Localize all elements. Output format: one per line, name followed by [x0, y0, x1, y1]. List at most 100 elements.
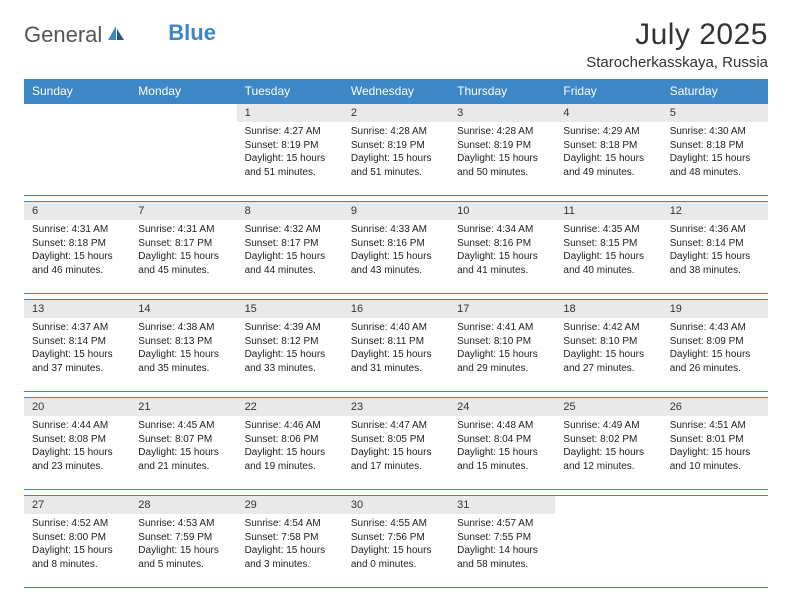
calendar-day-cell: 23Sunrise: 4:47 AMSunset: 8:05 PMDayligh…: [343, 398, 449, 490]
daylight-text: Daylight: 15 hours and 26 minutes.: [670, 348, 760, 375]
daylight-text: Daylight: 15 hours and 35 minutes.: [138, 348, 228, 375]
day-details: Sunrise: 4:28 AMSunset: 8:19 PMDaylight:…: [343, 122, 449, 185]
day-number: 2: [343, 104, 449, 122]
day-number: 26: [662, 398, 768, 416]
calendar-week-row: 27Sunrise: 4:52 AMSunset: 8:00 PMDayligh…: [24, 496, 768, 588]
calendar-day-cell: 29Sunrise: 4:54 AMSunset: 7:58 PMDayligh…: [237, 496, 343, 588]
day-number: 30: [343, 496, 449, 514]
day-number: 12: [662, 202, 768, 220]
daylight-text: Daylight: 15 hours and 40 minutes.: [563, 250, 653, 277]
day-details: Sunrise: 4:48 AMSunset: 8:04 PMDaylight:…: [449, 416, 555, 479]
calendar-day-cell: 3Sunrise: 4:28 AMSunset: 8:19 PMDaylight…: [449, 104, 555, 196]
sunset-text: Sunset: 8:12 PM: [245, 335, 335, 349]
sunset-text: Sunset: 8:04 PM: [457, 433, 547, 447]
calendar-day-cell: 21Sunrise: 4:45 AMSunset: 8:07 PMDayligh…: [130, 398, 236, 490]
calendar-day-cell: 8Sunrise: 4:32 AMSunset: 8:17 PMDaylight…: [237, 202, 343, 294]
sunset-text: Sunset: 7:58 PM: [245, 531, 335, 545]
day-number: 29: [237, 496, 343, 514]
day-details: Sunrise: 4:29 AMSunset: 8:18 PMDaylight:…: [555, 122, 661, 185]
calendar-day-cell: 19Sunrise: 4:43 AMSunset: 8:09 PMDayligh…: [662, 300, 768, 392]
daylight-text: Daylight: 15 hours and 50 minutes.: [457, 152, 547, 179]
sunrise-text: Sunrise: 4:34 AM: [457, 223, 547, 237]
sunset-text: Sunset: 8:10 PM: [563, 335, 653, 349]
sunset-text: Sunset: 8:08 PM: [32, 433, 122, 447]
day-number: 27: [24, 496, 130, 514]
sunset-text: Sunset: 8:16 PM: [351, 237, 441, 251]
day-number: 10: [449, 202, 555, 220]
day-number: 8: [237, 202, 343, 220]
day-details: Sunrise: 4:49 AMSunset: 8:02 PMDaylight:…: [555, 416, 661, 479]
sunset-text: Sunset: 8:09 PM: [670, 335, 760, 349]
day-details: Sunrise: 4:30 AMSunset: 8:18 PMDaylight:…: [662, 122, 768, 185]
calendar-week-row: 6Sunrise: 4:31 AMSunset: 8:18 PMDaylight…: [24, 202, 768, 294]
sunset-text: Sunset: 8:11 PM: [351, 335, 441, 349]
day-number: 3: [449, 104, 555, 122]
header: General Blue July 2025 Starocherkasskaya…: [24, 18, 768, 71]
calendar-day-cell: 20Sunrise: 4:44 AMSunset: 8:08 PMDayligh…: [24, 398, 130, 490]
sunrise-text: Sunrise: 4:28 AM: [351, 125, 441, 139]
daylight-text: Daylight: 15 hours and 5 minutes.: [138, 544, 228, 571]
day-number: 18: [555, 300, 661, 318]
sunrise-text: Sunrise: 4:43 AM: [670, 321, 760, 335]
calendar-day-cell: 4Sunrise: 4:29 AMSunset: 8:18 PMDaylight…: [555, 104, 661, 196]
sunrise-text: Sunrise: 4:36 AM: [670, 223, 760, 237]
day-details: Sunrise: 4:28 AMSunset: 8:19 PMDaylight:…: [449, 122, 555, 185]
day-number: 9: [343, 202, 449, 220]
day-details: Sunrise: 4:53 AMSunset: 7:59 PMDaylight:…: [130, 514, 236, 577]
calendar-day-cell: 27Sunrise: 4:52 AMSunset: 8:00 PMDayligh…: [24, 496, 130, 588]
sunset-text: Sunset: 8:15 PM: [563, 237, 653, 251]
day-number: 19: [662, 300, 768, 318]
sunset-text: Sunset: 8:05 PM: [351, 433, 441, 447]
day-number: 20: [24, 398, 130, 416]
day-details: Sunrise: 4:45 AMSunset: 8:07 PMDaylight:…: [130, 416, 236, 479]
sunrise-text: Sunrise: 4:48 AM: [457, 419, 547, 433]
calendar-day-cell: [130, 104, 236, 196]
day-details: Sunrise: 4:54 AMSunset: 7:58 PMDaylight:…: [237, 514, 343, 577]
sunrise-text: Sunrise: 4:33 AM: [351, 223, 441, 237]
day-number: 4: [555, 104, 661, 122]
calendar-day-cell: 2Sunrise: 4:28 AMSunset: 8:19 PMDaylight…: [343, 104, 449, 196]
sunset-text: Sunset: 7:55 PM: [457, 531, 547, 545]
day-number: 23: [343, 398, 449, 416]
sunset-text: Sunset: 8:18 PM: [32, 237, 122, 251]
daylight-text: Daylight: 15 hours and 3 minutes.: [245, 544, 335, 571]
logo-sail-icon: [106, 24, 126, 47]
calendar-table: Sunday Monday Tuesday Wednesday Thursday…: [24, 79, 768, 588]
sunrise-text: Sunrise: 4:52 AM: [32, 517, 122, 531]
sunset-text: Sunset: 8:01 PM: [670, 433, 760, 447]
daylight-text: Daylight: 15 hours and 8 minutes.: [32, 544, 122, 571]
calendar-week-row: 1Sunrise: 4:27 AMSunset: 8:19 PMDaylight…: [24, 104, 768, 196]
daylight-text: Daylight: 15 hours and 49 minutes.: [563, 152, 653, 179]
sunrise-text: Sunrise: 4:54 AM: [245, 517, 335, 531]
calendar-day-cell: 9Sunrise: 4:33 AMSunset: 8:16 PMDaylight…: [343, 202, 449, 294]
calendar-day-cell: 6Sunrise: 4:31 AMSunset: 8:18 PMDaylight…: [24, 202, 130, 294]
day-details: Sunrise: 4:52 AMSunset: 8:00 PMDaylight:…: [24, 514, 130, 577]
sunset-text: Sunset: 7:56 PM: [351, 531, 441, 545]
daylight-text: Daylight: 15 hours and 12 minutes.: [563, 446, 653, 473]
calendar-day-cell: 11Sunrise: 4:35 AMSunset: 8:15 PMDayligh…: [555, 202, 661, 294]
day-details: Sunrise: 4:43 AMSunset: 8:09 PMDaylight:…: [662, 318, 768, 381]
day-number: 31: [449, 496, 555, 514]
sunset-text: Sunset: 8:16 PM: [457, 237, 547, 251]
sunset-text: Sunset: 7:59 PM: [138, 531, 228, 545]
daylight-text: Daylight: 14 hours and 58 minutes.: [457, 544, 547, 571]
daylight-text: Daylight: 15 hours and 44 minutes.: [245, 250, 335, 277]
sunrise-text: Sunrise: 4:37 AM: [32, 321, 122, 335]
sunrise-text: Sunrise: 4:42 AM: [563, 321, 653, 335]
sunset-text: Sunset: 8:10 PM: [457, 335, 547, 349]
daylight-text: Daylight: 15 hours and 0 minutes.: [351, 544, 441, 571]
sunrise-text: Sunrise: 4:31 AM: [32, 223, 122, 237]
sunset-text: Sunset: 8:18 PM: [563, 139, 653, 153]
weekday-header: Monday: [130, 79, 236, 104]
weekday-header: Friday: [555, 79, 661, 104]
day-details: Sunrise: 4:41 AMSunset: 8:10 PMDaylight:…: [449, 318, 555, 381]
day-number: 22: [237, 398, 343, 416]
weekday-header: Tuesday: [237, 79, 343, 104]
calendar-day-cell: [662, 496, 768, 588]
calendar-week-row: 20Sunrise: 4:44 AMSunset: 8:08 PMDayligh…: [24, 398, 768, 490]
day-number: 7: [130, 202, 236, 220]
daylight-text: Daylight: 15 hours and 15 minutes.: [457, 446, 547, 473]
daylight-text: Daylight: 15 hours and 23 minutes.: [32, 446, 122, 473]
month-title: July 2025: [586, 18, 768, 52]
daylight-text: Daylight: 15 hours and 19 minutes.: [245, 446, 335, 473]
